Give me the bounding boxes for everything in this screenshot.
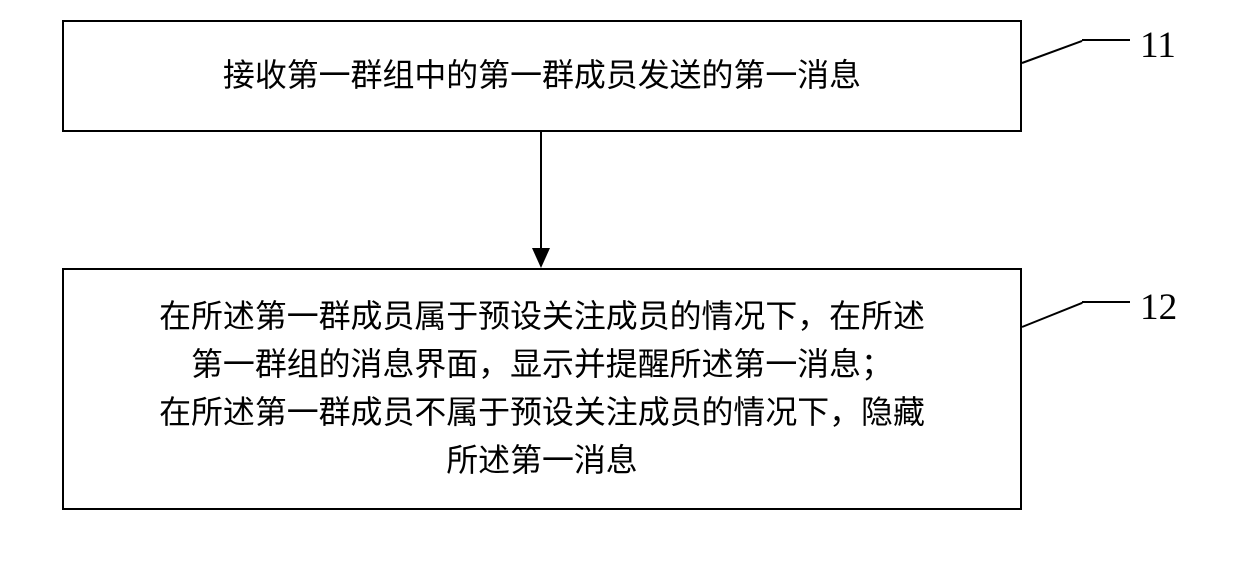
leader-line-12: [1022, 302, 1083, 328]
arrow-head-icon: [532, 248, 550, 268]
step-12-line-4: 所述第一消息: [446, 437, 637, 485]
flowchart-step-11: 接收第一群组中的第一群成员发送的第一消息: [62, 20, 1022, 132]
flowchart-step-12: 在所述第一群成员属于预设关注成员的情况下，在所述 第一群组的消息界面，显示并提醒…: [62, 268, 1022, 510]
step-11-text: 接收第一群组中的第一群成员发送的第一消息: [223, 52, 861, 100]
step-12-line-2: 第一群组的消息界面，显示并提醒所述第一消息；: [191, 341, 893, 389]
leader-line-11-h: [1082, 39, 1130, 41]
step-label-12: 12: [1140, 286, 1177, 329]
step-12-line-1: 在所述第一群成员属于预设关注成员的情况下，在所述: [159, 293, 925, 341]
leader-line-11: [1022, 40, 1083, 64]
step-label-11: 11: [1140, 24, 1176, 67]
arrow-shaft: [540, 132, 542, 250]
leader-line-12-h: [1082, 301, 1130, 303]
step-12-line-3: 在所述第一群成员不属于预设关注成员的情况下，隐藏: [159, 389, 925, 437]
